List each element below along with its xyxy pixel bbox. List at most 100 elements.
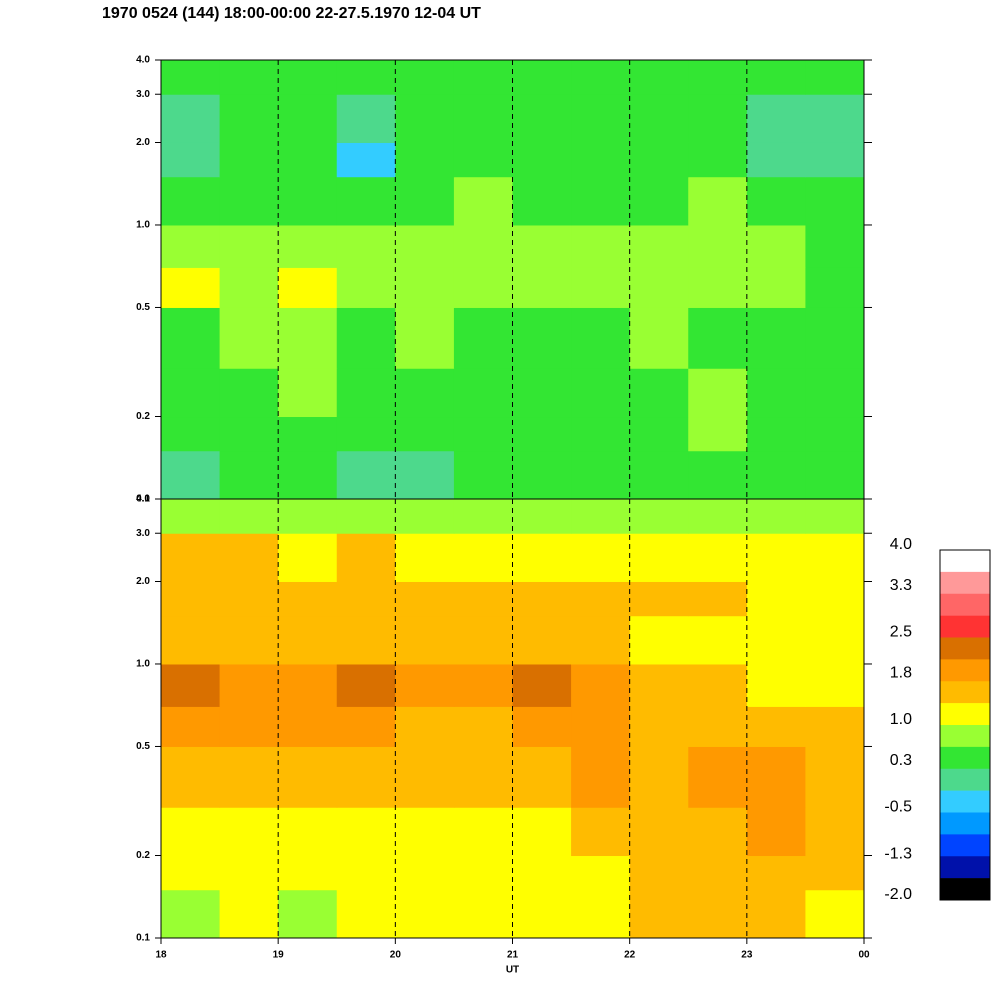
heat-cell [453,224,513,268]
heat-cell [805,176,865,226]
heat-cell [395,450,455,500]
heat-cell [512,663,572,707]
heat-cell [336,450,396,500]
heat-cell [278,60,338,95]
heat-cell [571,533,631,582]
heat-cell [219,267,279,308]
heat-cell [336,368,396,418]
heat-cell [571,94,631,143]
heat-cell [746,307,806,369]
heat-cell [278,663,338,707]
heat-cell [278,224,338,268]
colorbar-label: 1.8 [890,665,912,682]
heat-cell [336,142,396,178]
heat-cell [571,581,631,617]
heat-cell [395,416,455,452]
heat-cell [278,807,338,857]
heat-cell [219,499,279,534]
heat-cell [746,581,806,617]
heat-cell [571,142,631,178]
heat-cell [219,142,279,178]
heat-cell [336,307,396,369]
heat-cell [336,615,396,665]
heat-cell [161,267,221,308]
y-tick-label: 0.5 [136,741,150,752]
heat-cell [629,267,689,308]
heat-cell [278,533,338,582]
heat-cell [336,416,396,452]
colorbar-swatch [940,878,990,901]
colorbar-swatch [940,812,990,835]
x-tick-label: 00 [858,950,870,961]
colorbar-label: -1.3 [884,845,912,862]
y-tick-label: 3.0 [136,89,150,100]
heat-cell [746,142,806,178]
heat-cell [571,807,631,857]
heat-cell [512,615,572,665]
heat-cell [336,663,396,707]
colorbar-swatch [940,725,990,748]
heat-cell [805,855,865,891]
heat-cell [629,176,689,226]
heat-cell [161,807,221,857]
heat-cell [453,581,513,617]
heat-cell [336,267,396,308]
x-axis-label: UT [506,965,519,976]
heat-cell [512,499,572,534]
heat-cell [746,706,806,747]
heat-cell [278,746,338,808]
heat-cell [336,60,396,95]
heat-cell [571,176,631,226]
colorbar-swatch [940,703,990,726]
heat-cell [805,746,865,808]
heat-cell [161,450,221,500]
heat-cell [571,499,631,534]
heat-cell [161,499,221,534]
heat-cell [395,94,455,143]
heat-cell [278,142,338,178]
heat-cell [395,746,455,808]
colorbar-label: -2.0 [884,886,912,903]
heat-cell [746,450,806,500]
heat-cell [805,60,865,95]
x-tick-label: 19 [273,950,285,961]
heat-cell [512,60,572,95]
heat-cell [395,60,455,95]
heat-cell [395,499,455,534]
heat-cell [805,224,865,268]
heat-cell [219,706,279,747]
colorbar-swatch [940,746,990,770]
heat-cell [161,706,221,747]
colorbar-swatch [940,550,990,573]
colorbar-swatch [940,637,990,660]
heat-cell [629,581,689,617]
heat-cell [746,889,806,939]
x-tick-label: 21 [507,950,519,961]
heat-cell [278,581,338,617]
heat-cell [278,176,338,226]
heat-cell [629,663,689,707]
heat-cell [805,267,865,308]
heat-cell [629,706,689,747]
heat-cell [453,533,513,582]
heat-cell [219,450,279,500]
heat-cell [512,533,572,582]
heat-cell [395,615,455,665]
heat-cell [453,60,513,95]
heat-cell [336,889,396,939]
heat-cell [395,176,455,226]
heat-cell [219,807,279,857]
heat-cell [746,615,806,665]
heat-cell [629,60,689,95]
heat-cell [512,706,572,747]
colorbar-swatch [940,681,990,704]
heat-cell [219,416,279,452]
heat-cell [161,60,221,95]
heat-cell [278,450,338,500]
heat-cell [746,416,806,452]
heat-cell [512,889,572,939]
heat-cell [571,706,631,747]
heat-cell [395,307,455,369]
heat-cell [161,307,221,369]
y-tick-label: 0.2 [136,411,150,422]
